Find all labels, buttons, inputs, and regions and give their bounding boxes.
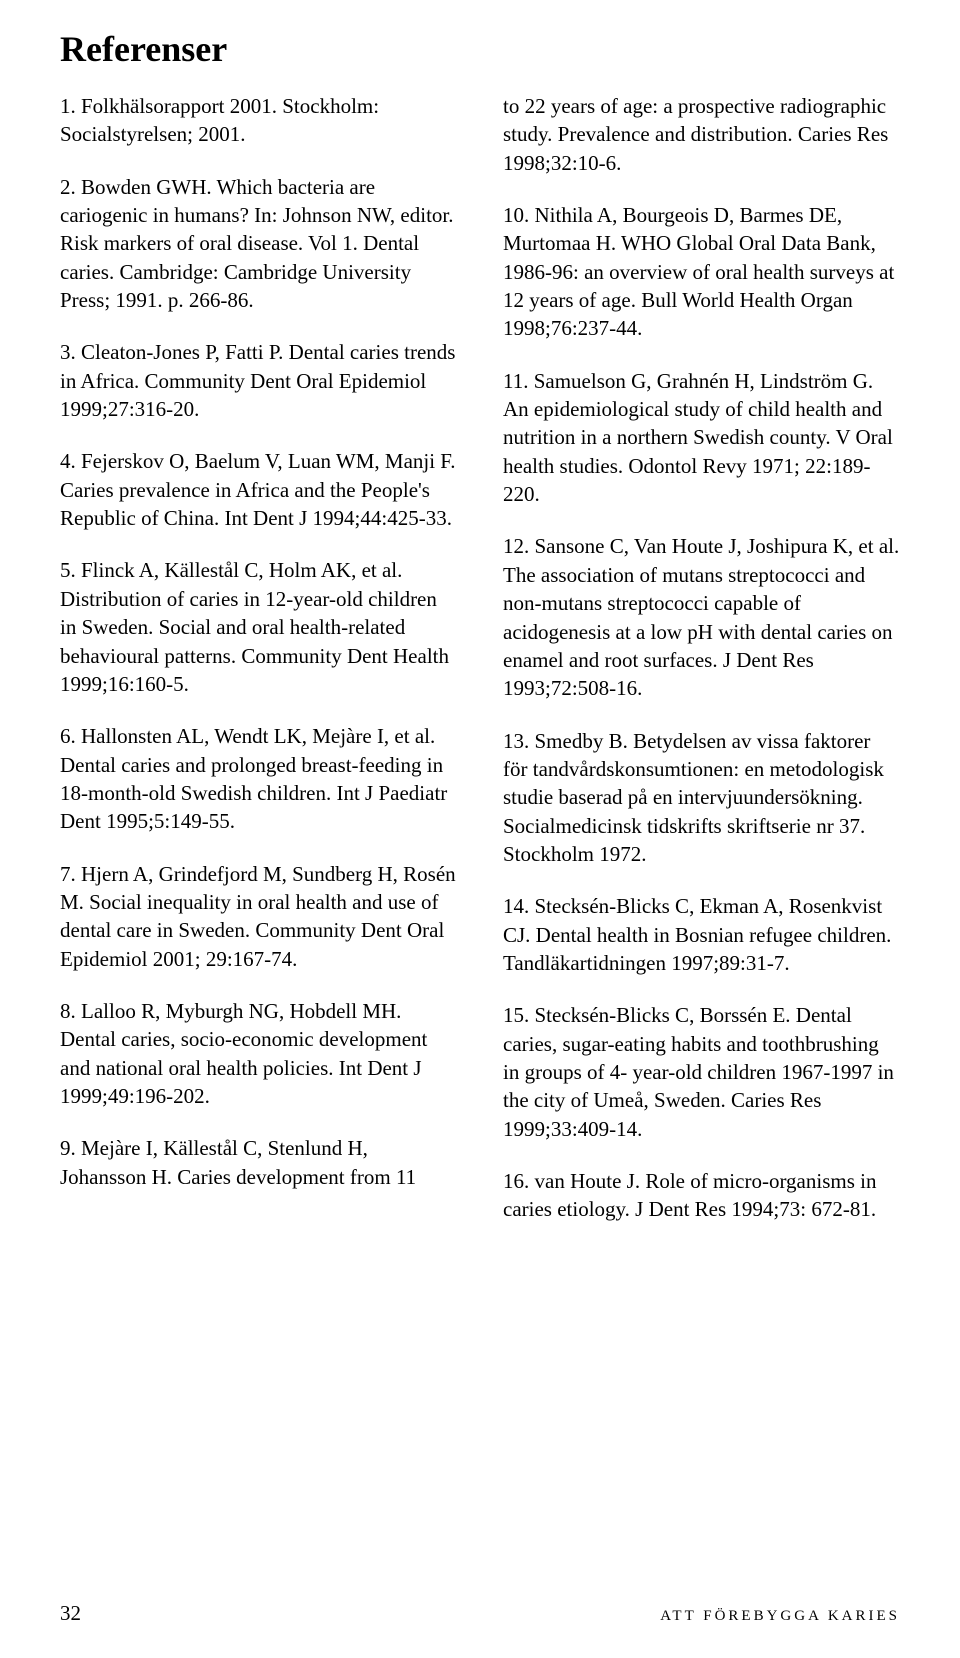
reference-item: to 22 years of age: a prospective radiog… bbox=[503, 92, 900, 177]
reference-item: 7. Hjern A, Grindefjord M, Sundberg H, R… bbox=[60, 860, 457, 973]
reference-item: 11. Samuelson G, Grahnén H, Lindström G.… bbox=[503, 367, 900, 509]
page-heading: Referenser bbox=[60, 28, 900, 70]
right-column: to 22 years of age: a prospective radiog… bbox=[503, 92, 900, 1248]
reference-item: 6. Hallonsten AL, Wendt LK, Mejàre I, et… bbox=[60, 722, 457, 835]
reference-item: 9. Mejàre I, Källestål C, Stenlund H, Jo… bbox=[60, 1134, 457, 1191]
reference-item: 8. Lalloo R, Myburgh NG, Hobdell MH. Den… bbox=[60, 997, 457, 1110]
reference-item: 2. Bowden GWH. Which bacteria are cariog… bbox=[60, 173, 457, 315]
reference-item: 1. Folkhälsorapport 2001. Stockholm: Soc… bbox=[60, 92, 457, 149]
reference-item: 15. Stecksén-Blicks C, Borssén E. Dental… bbox=[503, 1001, 900, 1143]
reference-item: 12. Sansone C, Van Houte J, Joshipura K,… bbox=[503, 532, 900, 702]
reference-item: 16. van Houte J. Role of micro-organisms… bbox=[503, 1167, 900, 1224]
reference-item: 10. Nithila A, Bourgeois D, Barmes DE, M… bbox=[503, 201, 900, 343]
reference-columns: 1. Folkhälsorapport 2001. Stockholm: Soc… bbox=[60, 92, 900, 1248]
page-number: 32 bbox=[60, 1601, 81, 1626]
reference-item: 5. Flinck A, Källestål C, Holm AK, et al… bbox=[60, 556, 457, 698]
left-column: 1. Folkhälsorapport 2001. Stockholm: Soc… bbox=[60, 92, 457, 1248]
page-footer: 32 ATT FÖREBYGGA KARIES bbox=[60, 1601, 900, 1626]
reference-item: 3. Cleaton-Jones P, Fatti P. Dental cari… bbox=[60, 338, 457, 423]
reference-item: 13. Smedby B. Betydelsen av vissa faktor… bbox=[503, 727, 900, 869]
reference-item: 14. Stecksén-Blicks C, Ekman A, Rosenkvi… bbox=[503, 892, 900, 977]
book-title: ATT FÖREBYGGA KARIES bbox=[660, 1608, 900, 1625]
reference-item: 4. Fejerskov O, Baelum V, Luan WM, Manji… bbox=[60, 447, 457, 532]
